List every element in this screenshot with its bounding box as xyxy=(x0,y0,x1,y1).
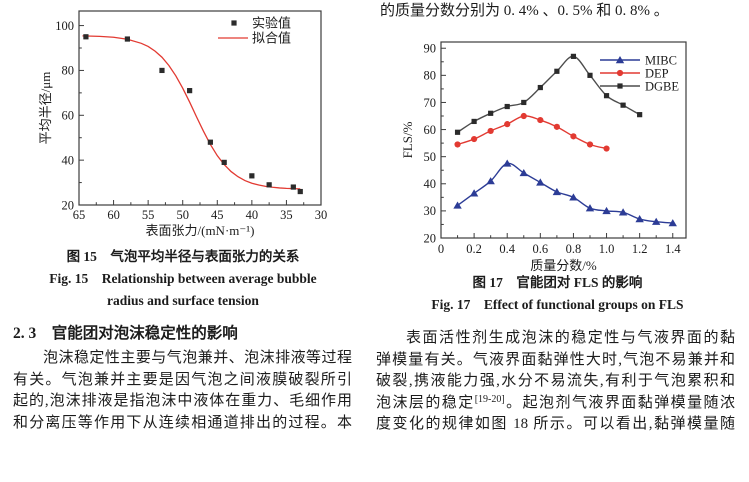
svg-text:80: 80 xyxy=(424,69,437,83)
svg-text:80: 80 xyxy=(62,64,75,78)
svg-text:拟合值: 拟合值 xyxy=(252,30,291,45)
right-paragraph: 表面活性剂生成泡沫的稳定性与气液界面的黏 弹模量有关。气液界面黏弹性大时,气泡不… xyxy=(376,328,735,436)
fig15-caption-en-line1: Fig. 15 Relationship between average bub… xyxy=(49,271,317,286)
svg-text:1.0: 1.0 xyxy=(599,242,615,256)
svg-text:平均半径/μm: 平均半径/μm xyxy=(38,72,53,145)
paragraph-line: 弹模量有关。气液界面黏弹性大时,气泡不易兼并和 xyxy=(376,351,735,368)
svg-text:DEP: DEP xyxy=(645,66,669,80)
section-heading-2-3: 2. 3 官能团对泡沫稳定性的影响 xyxy=(13,325,238,342)
fig17-caption-cn: 图 17 官能团对 FLS 的影响 xyxy=(472,275,643,290)
svg-text:70: 70 xyxy=(424,96,437,110)
paragraph-line: 表面活性剂生成泡沫的稳定性与气液界面的黏 xyxy=(406,330,735,346)
svg-text:FLS/%: FLS/% xyxy=(400,121,415,158)
svg-text:60: 60 xyxy=(62,109,75,123)
paragraph-line: 起的,泡沫排液是指泡沫中液体在重力、毛细作用 xyxy=(13,393,352,409)
svg-text:100: 100 xyxy=(55,19,74,33)
svg-text:60: 60 xyxy=(424,123,437,137)
fig17-caption-en: Fig. 17 Effect of functional groups on F… xyxy=(431,297,684,312)
paragraph-line: 破裂,携液能力强,水分不易流失,有利于气泡累积和 xyxy=(376,373,735,389)
svg-text:0.4: 0.4 xyxy=(499,242,515,256)
svg-text:90: 90 xyxy=(424,42,437,56)
svg-text:实验值: 实验值 xyxy=(252,15,291,30)
line4-text: 。起泡剂气液界面黏弹模量随浓 xyxy=(504,394,735,411)
left-paragraph: 泡沫稳定性主要与气泡兼并、泡沫排液等过程 有关。气泡兼并主要是因气泡之间液膜破裂… xyxy=(13,348,352,434)
fig15-caption-en-line2: radius and surface tension xyxy=(107,293,259,308)
svg-text:20: 20 xyxy=(424,231,437,245)
svg-text:65: 65 xyxy=(73,208,86,222)
svg-text:MIBC: MIBC xyxy=(645,53,677,67)
svg-text:20: 20 xyxy=(62,198,75,212)
svg-text:40: 40 xyxy=(424,177,437,191)
citation-superscript: [19-20] xyxy=(474,393,505,405)
svg-text:45: 45 xyxy=(211,208,224,222)
svg-text:40: 40 xyxy=(62,153,75,167)
paragraph-line-with-citation: 泡沫层的稳定[19-20]。起泡剂气液界面黏弹模量随浓 xyxy=(376,393,735,415)
fig15-caption-cn: 图 15 气泡平均半径与表面张力的关系 xyxy=(66,249,300,264)
svg-text:1.4: 1.4 xyxy=(665,242,681,256)
svg-text:表面张力/(mN·m⁻¹): 表面张力/(mN·m⁻¹) xyxy=(146,223,255,238)
svg-text:0.6: 0.6 xyxy=(533,242,549,256)
paragraph-line: 和分离压等作用下从连续相通道排出的过程。本 xyxy=(13,414,352,431)
svg-text:1.2: 1.2 xyxy=(632,242,648,256)
svg-text:60: 60 xyxy=(107,208,120,222)
svg-text:DGBE: DGBE xyxy=(645,79,679,93)
fig15-bubble-radius-chart: 65 60 55 50 45 40 35 30 20 40 60 80 100 表面张力/(mN·m⁻¹)… xyxy=(38,10,328,238)
svg-text:50: 50 xyxy=(176,208,189,222)
svg-text:质量分数/%: 质量分数/% xyxy=(530,258,597,273)
line4-text: 泡沫层的稳定 xyxy=(376,394,475,411)
right-intro-line: 的质量分数分别为 0. 4% 、0. 5% 和 0. 8% 。 xyxy=(380,3,669,19)
fig17-fls-chart: 0 0.2 0.4 0.6 0.8 1.0 1.2 1.4 20 30 40 50 60 70 80 90 质量… xyxy=(400,41,687,273)
svg-text:0: 0 xyxy=(438,242,444,256)
paragraph-line: 泡沫稳定性主要与气泡兼并、泡沫排液等过程 xyxy=(43,350,352,366)
svg-text:35: 35 xyxy=(280,208,293,222)
svg-text:50: 50 xyxy=(424,150,437,164)
paragraph-line: 有关。气泡兼并主要是因气泡之间液膜破裂所引 xyxy=(13,371,352,388)
svg-text:0.8: 0.8 xyxy=(566,242,582,256)
svg-text:40: 40 xyxy=(246,208,259,222)
svg-text:30: 30 xyxy=(424,204,437,218)
svg-text:55: 55 xyxy=(142,208,155,222)
svg-text:30: 30 xyxy=(315,208,328,222)
svg-text:0.2: 0.2 xyxy=(466,242,482,256)
paragraph-line: 度变化的规律如图 18 所示。可以看出,黏弹模量随 xyxy=(376,416,735,432)
